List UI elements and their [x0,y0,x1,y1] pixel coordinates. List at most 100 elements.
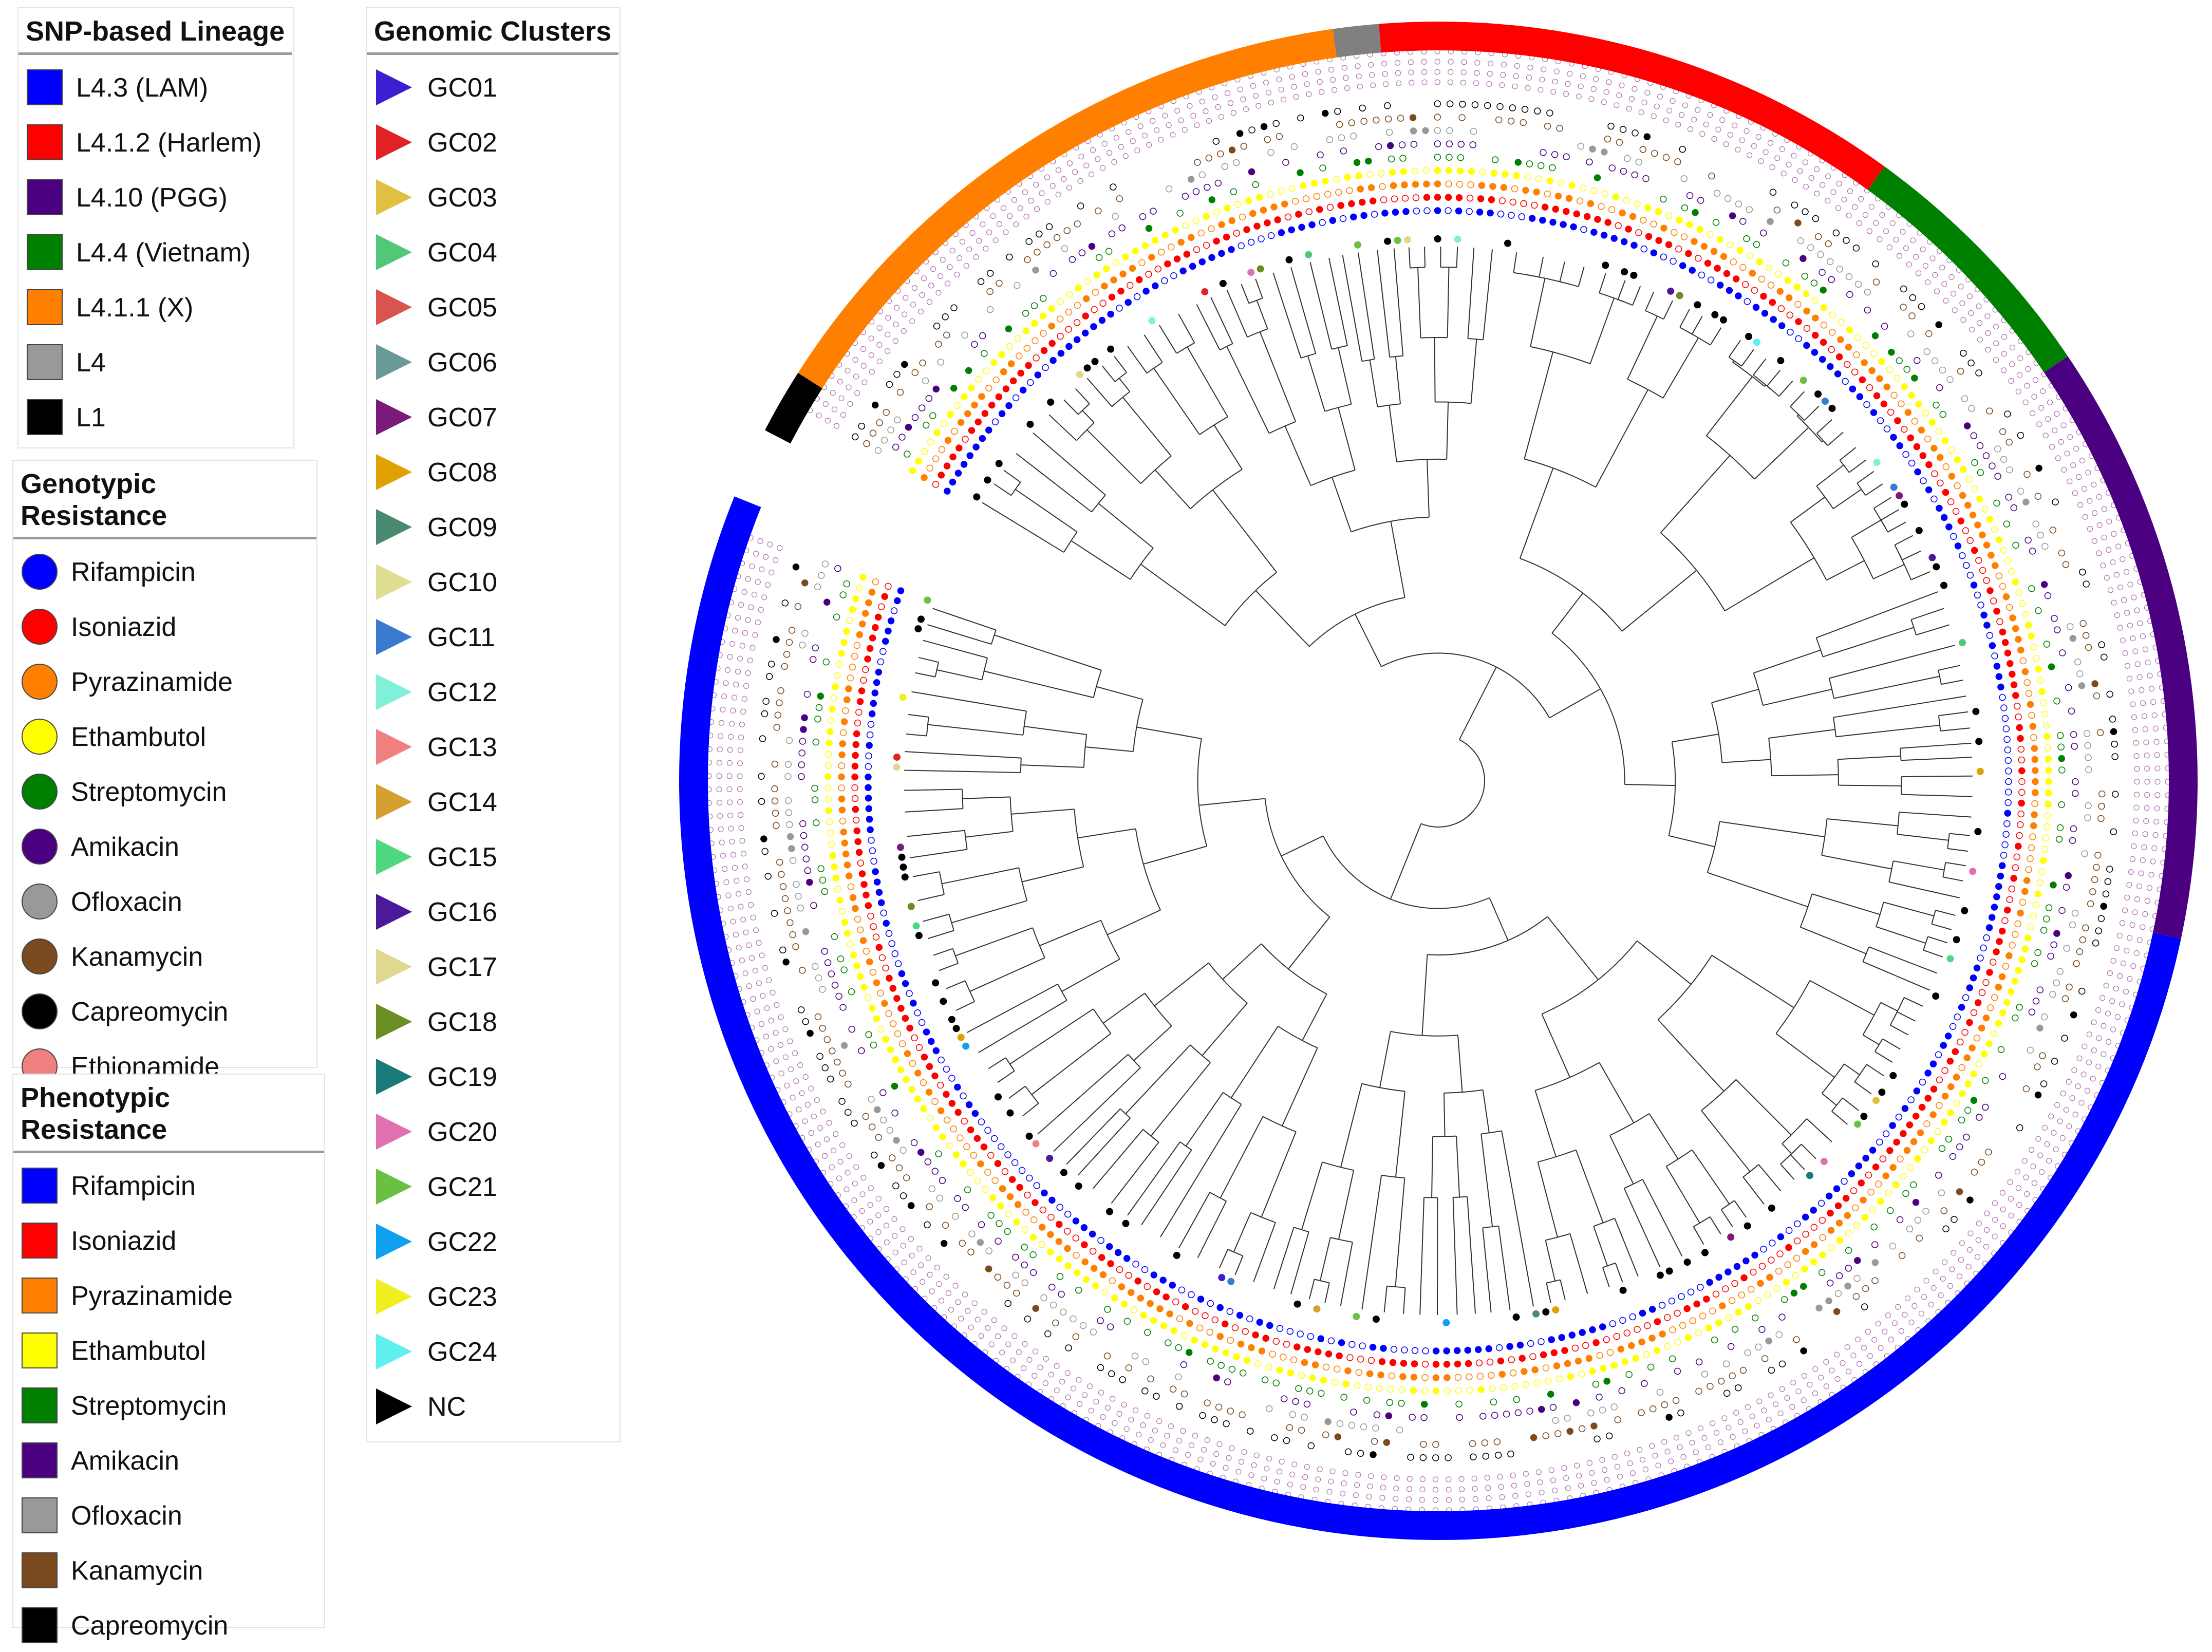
resistance-marker [1422,1361,1428,1367]
tree-radial-branch [1155,470,1191,509]
resistance-marker [981,350,987,356]
resistance-marker [2020,899,2026,905]
resistance-marker [854,643,860,649]
resistance-marker [1981,612,1987,618]
outer-resistance-marker [2000,1207,2005,1212]
resistance-marker [2017,432,2023,438]
outer-resistance-marker [911,1270,916,1275]
resistance-marker [1131,1307,1137,1313]
tree-arc-branch [1729,357,1742,366]
outer-resistance-marker [2048,400,2053,405]
outer-resistance-marker [1564,91,1569,97]
resistance-marker [1372,211,1378,217]
tree-arc-branch [1198,739,1207,846]
tree-leaf-branch [1779,381,1793,397]
outer-resistance-marker [1813,1366,1818,1372]
tree-radial-branch [1701,1111,1750,1172]
resistance-marker [1566,195,1572,201]
resistance-marker [1963,1134,1970,1140]
outer-resistance-marker [1527,75,1532,80]
outer-resistance-marker [2144,805,2149,811]
outer-resistance-marker [853,357,858,362]
tree-arc-branch [1381,1175,1404,1178]
outer-resistance-marker [1933,272,1938,277]
resistance-marker [2037,678,2044,684]
resistance-marker [1108,311,1114,317]
resistance-marker [1999,1073,2005,1079]
resistance-marker [1655,209,1661,215]
resistance-marker [1174,256,1180,262]
resistance-marker [915,458,922,464]
outer-resistance-marker [2110,560,2115,565]
resistance-marker [1111,277,1117,283]
resistance-marker [1664,1343,1671,1349]
resistance-marker [1838,319,1844,325]
outer-resistance-marker [908,1236,913,1242]
resistance-marker [858,423,865,429]
tree-radial-branch [930,850,967,855]
outer-resistance-marker [1643,1467,1648,1472]
resistance-marker [2015,714,2021,720]
tree-radial-branch [1213,490,1277,572]
outer-resistance-marker [1316,69,1321,74]
cluster-marker [995,1093,1002,1100]
resistance-marker [1755,1298,1761,1304]
resistance-marker [1694,1301,1700,1307]
outer-resistance-marker [893,322,898,327]
resistance-marker [2030,913,2036,919]
outer-resistance-marker [1803,184,1808,189]
cluster-marker [915,932,923,939]
resistance-marker [1301,1414,1307,1420]
outer-resistance-marker [739,602,744,607]
resistance-marker [1106,248,1112,254]
resistance-marker [2011,505,2017,511]
cluster-marker [902,873,909,880]
outer-resistance-marker [839,396,844,401]
resistance-marker [1023,310,1029,316]
resistance-marker [1759,276,1765,282]
outer-resistance-marker [1840,1361,1845,1366]
resistance-marker [872,869,878,875]
tree-radial-branch [1816,465,1843,486]
resistance-marker [1258,236,1264,242]
outer-resistance-marker [838,1159,843,1164]
tree-radial-branch [1590,298,1615,364]
outer-resistance-marker [996,1334,1001,1339]
tree-leaf-branch [1341,1286,1344,1306]
outer-resistance-marker [2009,378,2014,383]
outer-resistance-marker [1785,1395,1790,1400]
tree-arc-branch [1294,1227,1309,1232]
tree-radial-branch [1615,1218,1630,1257]
resistance-marker [1422,1375,1428,1381]
resistance-marker [1601,232,1607,238]
resistance-marker [1926,487,1932,493]
resistance-marker [832,684,838,690]
resistance-marker [1005,326,1011,332]
outer-resistance-marker [2008,1180,2013,1185]
tree-arc-branch [1084,735,1086,767]
resistance-marker [1812,297,1818,304]
outer-resistance-marker [1329,67,1334,72]
resistance-marker [874,879,880,885]
resistance-marker [1943,464,1949,470]
tree-leaf-branch [1384,1292,1386,1312]
tree-leaf-branch [1291,267,1297,287]
resistance-marker [1010,378,1017,384]
outer-resistance-marker [2010,362,2015,367]
resistance-marker [1397,1427,1403,1433]
tree-arc-branch [1669,742,1676,836]
tree-arc-branch [1535,1062,1600,1090]
tree-arc-branch [982,658,988,680]
resistance-marker [1909,313,1915,319]
resistance-marker [998,1203,1004,1209]
resistance-marker [1995,984,2001,990]
resistance-marker [1828,1245,1834,1251]
resistance-marker [1887,1208,1894,1214]
outer-resistance-marker [1604,1477,1609,1482]
tree-radial-branch [1427,459,1429,517]
resistance-marker [1609,165,1615,171]
resistance-marker [1549,164,1555,171]
outer-resistance-marker [1606,80,1611,85]
tree-radial-branch [1068,1068,1140,1137]
outer-resistance-marker [1499,1495,1505,1500]
